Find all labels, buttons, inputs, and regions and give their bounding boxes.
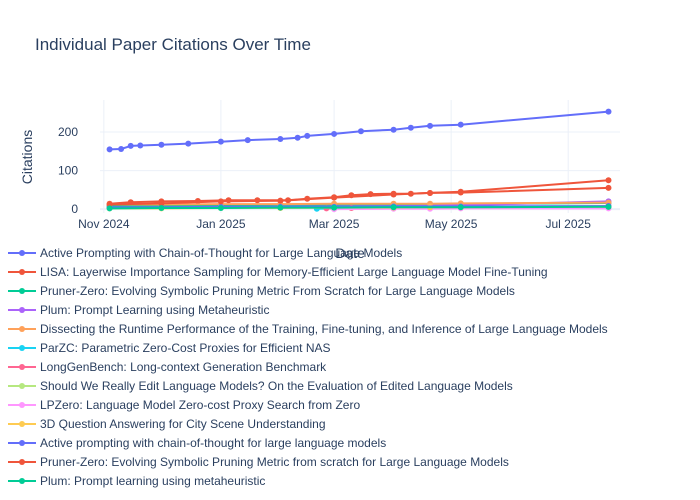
data-point[interactable] bbox=[158, 200, 165, 207]
legend-label: Pruner-Zero: Evolving Symbolic Pruning M… bbox=[40, 284, 515, 298]
legend-item[interactable]: Pruner-Zero: Evolving Symbolic Pruning M… bbox=[8, 455, 509, 469]
legend-swatch-marker bbox=[19, 345, 25, 351]
legend-swatch-marker bbox=[19, 478, 25, 484]
data-point[interactable] bbox=[331, 130, 338, 137]
data-point[interactable] bbox=[304, 132, 311, 139]
legend-label: Should We Really Edit Language Models? O… bbox=[40, 379, 513, 393]
legend-item[interactable]: Active prompting with chain-of-thought f… bbox=[8, 436, 386, 450]
data-point[interactable] bbox=[294, 134, 301, 141]
data-point[interactable] bbox=[244, 137, 251, 144]
legend-item[interactable]: LPZero: Language Model Zero-cost Proxy S… bbox=[8, 398, 360, 412]
legend-item[interactable]: Pruner-Zero: Evolving Symbolic Pruning M… bbox=[8, 284, 515, 298]
legend-swatch-marker bbox=[19, 307, 25, 313]
data-point[interactable] bbox=[357, 128, 364, 135]
data-point[interactable] bbox=[331, 194, 338, 201]
data-point[interactable] bbox=[407, 124, 414, 131]
legend-label: Pruner-Zero: Evolving Symbolic Pruning M… bbox=[40, 455, 509, 469]
legend-swatch-marker bbox=[19, 421, 25, 427]
legend-swatch-marker bbox=[19, 269, 25, 275]
legend-label: Active prompting with chain-of-thought f… bbox=[40, 436, 386, 450]
data-point[interactable] bbox=[106, 205, 113, 212]
legend-item[interactable]: Dissecting the Runtime Performance of th… bbox=[8, 322, 608, 336]
legend-label: Plum: Prompt learning using metaheuristi… bbox=[40, 474, 265, 488]
x-axis-title: Date bbox=[335, 245, 365, 261]
legend-item[interactable]: Active Prompting with Chain-of-Thought f… bbox=[8, 246, 402, 260]
y-tick-label: 100 bbox=[58, 164, 78, 178]
data-point[interactable] bbox=[277, 135, 284, 142]
x-tick-label: Jan 2025 bbox=[196, 217, 246, 231]
x-tick-label: Jul 2025 bbox=[546, 217, 592, 231]
series-12 bbox=[106, 203, 612, 212]
data-point[interactable] bbox=[605, 108, 612, 115]
data-point[interactable] bbox=[605, 184, 612, 191]
data-point[interactable] bbox=[277, 204, 284, 211]
y-axis-title: Citations bbox=[19, 130, 35, 184]
data-point[interactable] bbox=[605, 177, 612, 184]
data-point[interactable] bbox=[457, 121, 464, 128]
y-tick-label: 0 bbox=[71, 202, 78, 216]
data-point[interactable] bbox=[217, 198, 224, 205]
data-point[interactable] bbox=[217, 204, 224, 211]
legend-label: 3D Question Answering for City Scene Und… bbox=[40, 417, 326, 431]
data-point[interactable] bbox=[427, 122, 434, 129]
data-point[interactable] bbox=[127, 142, 134, 149]
axis-layer: Nov 2024 Jan 2025 Mar 2025 May 2025 Jul 2025… bbox=[58, 125, 591, 231]
legend-label: Dissecting the Runtime Performance of th… bbox=[40, 322, 608, 336]
legend-swatch-marker bbox=[19, 250, 25, 256]
chart-title: Individual Paper Citations Over Time bbox=[35, 35, 311, 54]
data-point[interactable] bbox=[457, 204, 464, 211]
legend-label: ParZC: Parametric Zero-Cost Proxies for … bbox=[40, 341, 331, 355]
data-point[interactable] bbox=[185, 140, 192, 147]
data-point[interactable] bbox=[106, 146, 113, 153]
legend-swatch-marker bbox=[19, 459, 25, 465]
data-point[interactable] bbox=[217, 138, 224, 145]
legend-label: LISA: Layerwise Importance Sampling for … bbox=[40, 265, 548, 279]
data-point[interactable] bbox=[137, 142, 144, 149]
data-point[interactable] bbox=[225, 197, 232, 204]
legend-swatch-marker bbox=[19, 364, 25, 370]
legend-swatch-marker bbox=[19, 326, 25, 332]
legend-item[interactable]: LongGenBench: Long-context Generation Be… bbox=[8, 360, 327, 374]
data-point[interactable] bbox=[158, 141, 165, 148]
legend-item[interactable]: Plum: Prompt learning using metaheuristi… bbox=[8, 474, 265, 488]
legend-label: Active Prompting with Chain-of-Thought f… bbox=[40, 246, 402, 260]
legend-item[interactable]: ParZC: Parametric Zero-Cost Proxies for … bbox=[8, 341, 331, 355]
data-point[interactable] bbox=[277, 197, 284, 204]
legend-item[interactable]: Should We Really Edit Language Models? O… bbox=[8, 379, 513, 393]
legend: Active Prompting with Chain-of-Thought f… bbox=[8, 246, 608, 488]
series-line bbox=[109, 205, 609, 210]
x-tick-label: Mar 2025 bbox=[309, 217, 360, 231]
data-point[interactable] bbox=[390, 191, 397, 198]
legend-label: Plum: Prompt Learning using Metaheuristi… bbox=[40, 303, 269, 317]
x-tick-label: May 2025 bbox=[425, 217, 478, 231]
data-point[interactable] bbox=[331, 204, 338, 211]
legend-item[interactable]: Plum: Prompt Learning using Metaheuristi… bbox=[8, 303, 269, 317]
legend-swatch-marker bbox=[19, 440, 25, 446]
legend-swatch-marker bbox=[19, 288, 25, 294]
legend-item[interactable]: 3D Question Answering for City Scene Und… bbox=[8, 417, 326, 431]
series-layer bbox=[106, 108, 612, 213]
legend-swatch-marker bbox=[19, 383, 25, 389]
x-tick-label: Nov 2024 bbox=[78, 217, 130, 231]
series-0 bbox=[106, 108, 612, 153]
data-point[interactable] bbox=[390, 204, 397, 211]
y-tick-label: 200 bbox=[58, 125, 78, 139]
legend-item[interactable]: LISA: Layerwise Importance Sampling for … bbox=[8, 265, 548, 279]
data-point[interactable] bbox=[457, 188, 464, 195]
data-point[interactable] bbox=[118, 145, 125, 152]
data-point[interactable] bbox=[605, 203, 612, 210]
data-point[interactable] bbox=[427, 189, 434, 196]
legend-label: LPZero: Language Model Zero-cost Proxy S… bbox=[40, 398, 360, 412]
legend-label: LongGenBench: Long-context Generation Be… bbox=[40, 360, 327, 374]
data-point[interactable] bbox=[158, 204, 165, 211]
data-point[interactable] bbox=[390, 126, 397, 133]
legend-swatch-marker bbox=[19, 402, 25, 408]
